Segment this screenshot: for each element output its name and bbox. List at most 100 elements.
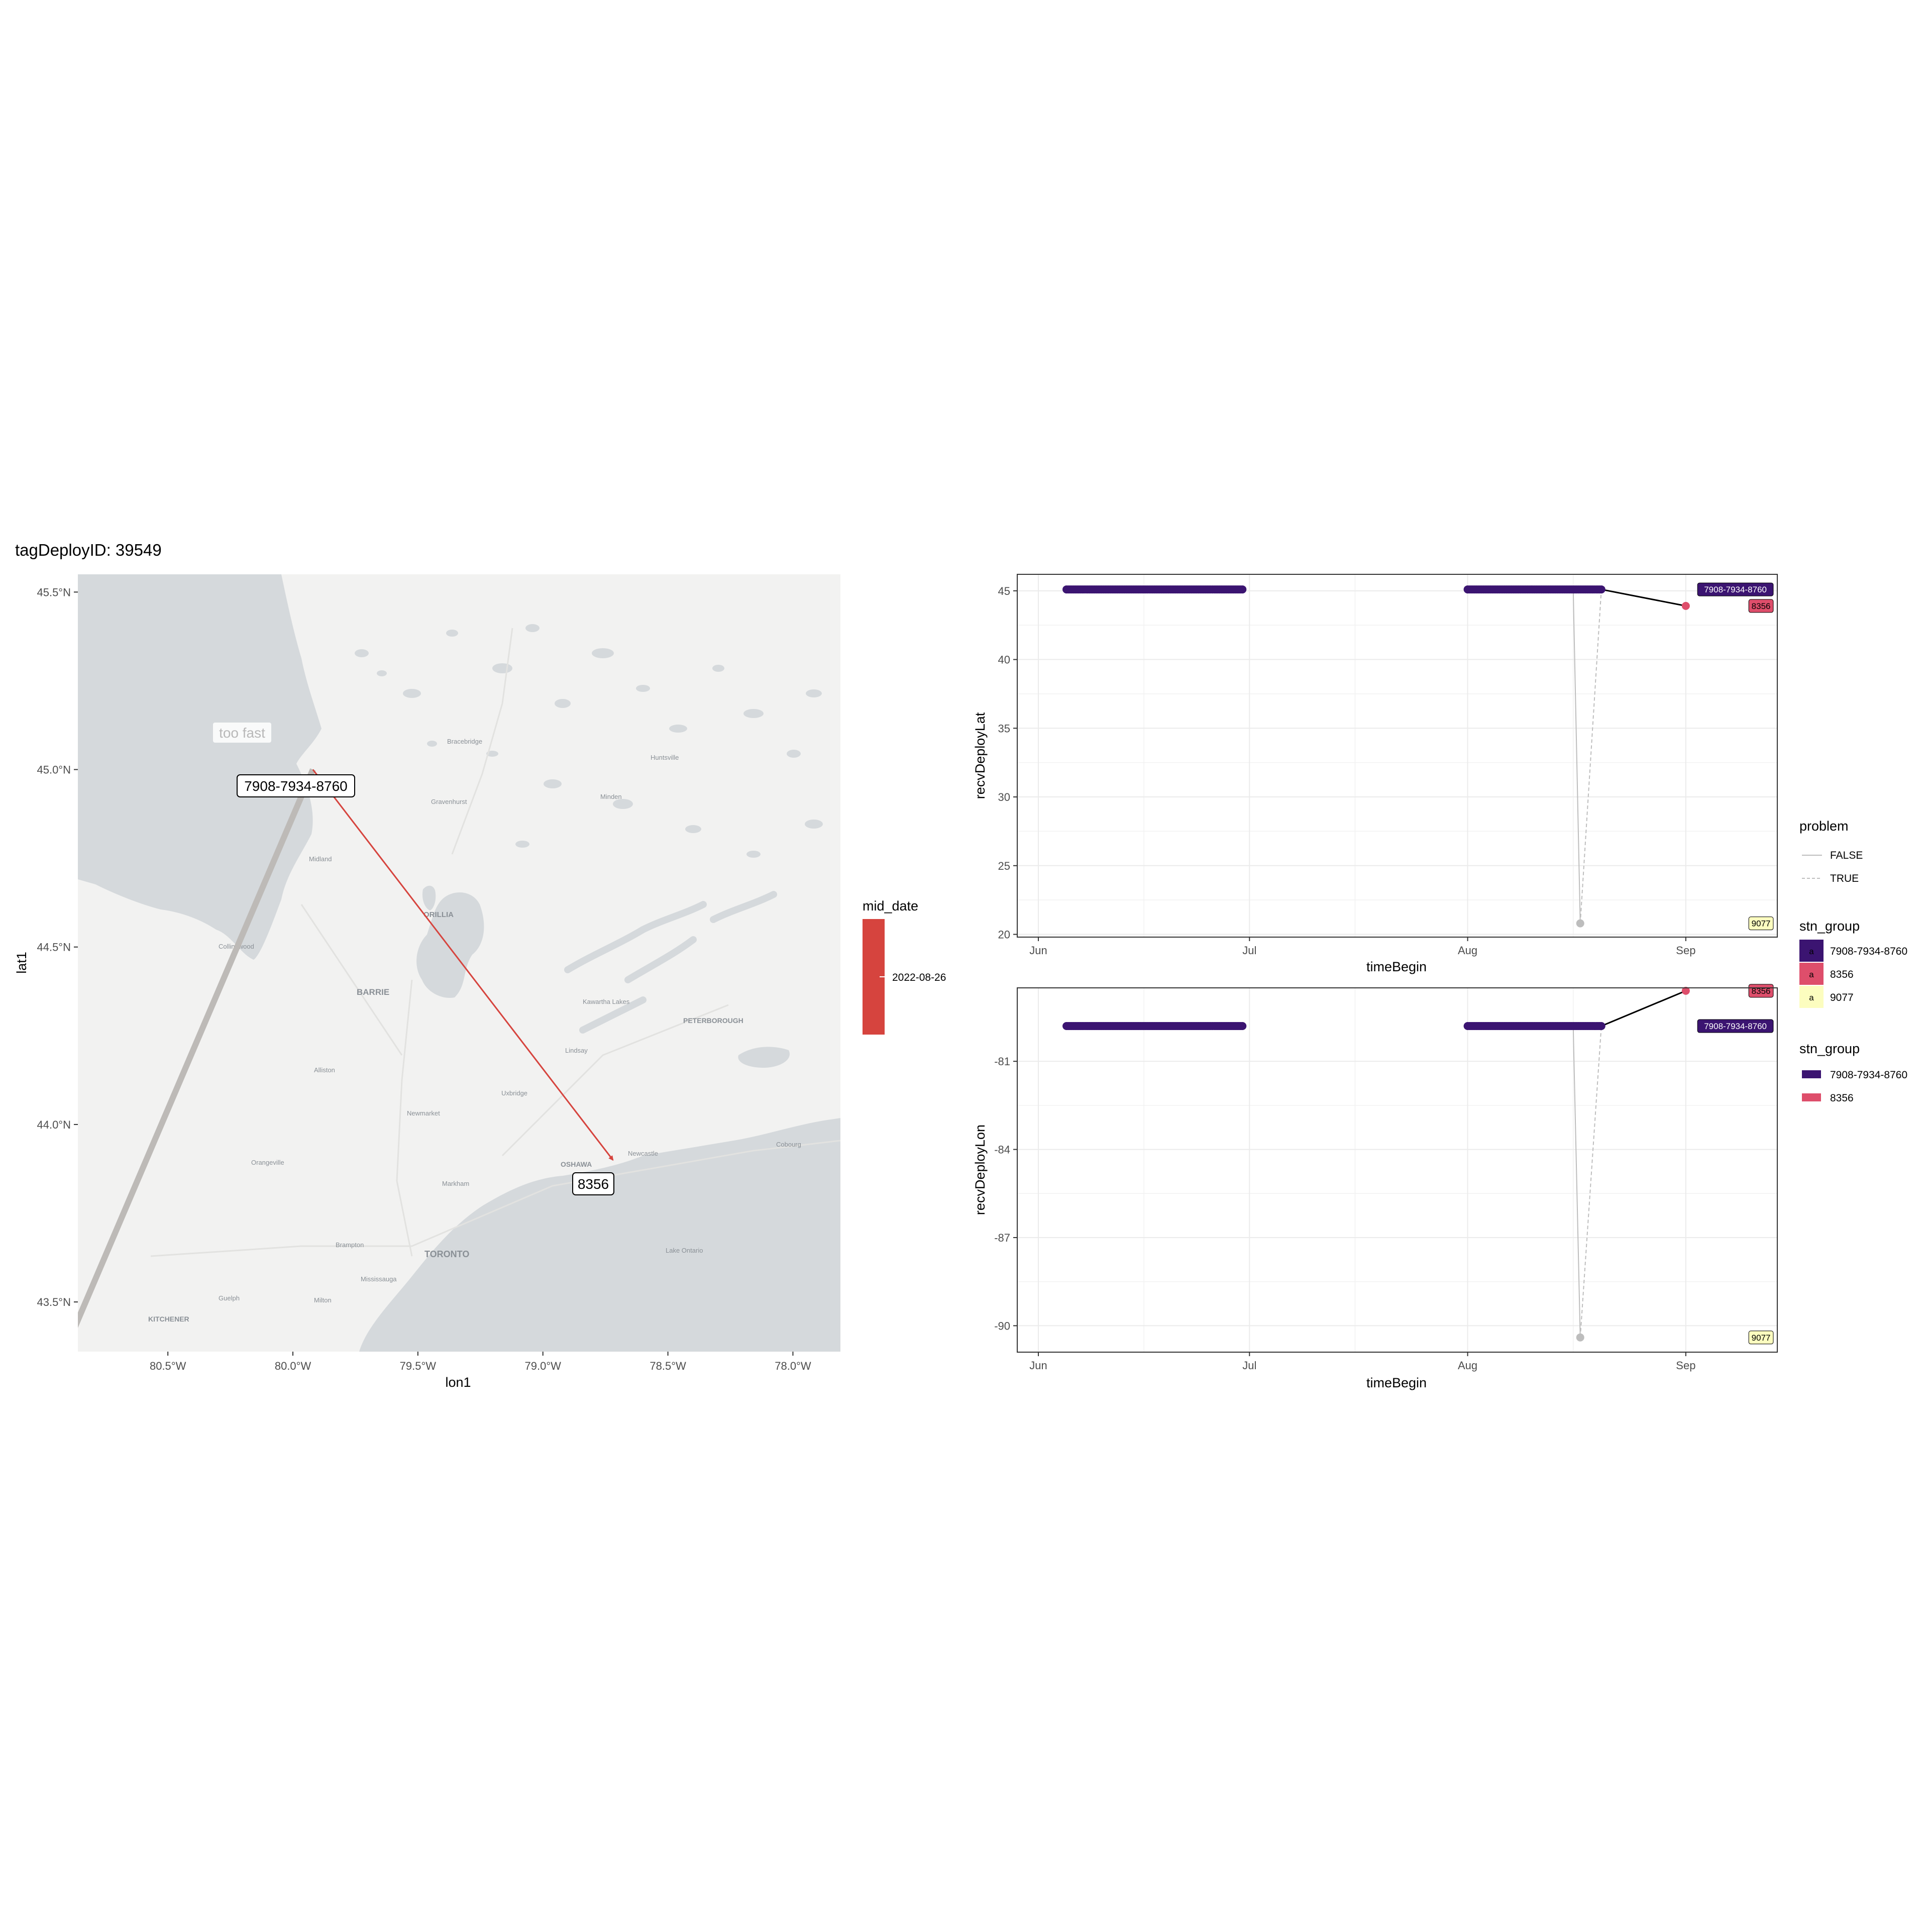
place-toronto: TORONTO xyxy=(424,1249,469,1259)
lon-end-label: 8356 xyxy=(1752,986,1771,996)
place-guelph: Guelph xyxy=(219,1294,240,1302)
place-markham: Markham xyxy=(442,1180,469,1187)
stn-fill-key-1 xyxy=(1799,940,1824,962)
place-brampton: Brampton xyxy=(336,1241,364,1249)
stn-line-key-2 xyxy=(1802,1093,1821,1101)
stn-line-label-2: 8356 xyxy=(1830,1092,1854,1104)
small-lakes xyxy=(355,624,823,858)
station-label-b: 8356 xyxy=(578,1176,609,1192)
lon-paths xyxy=(1572,990,1686,1338)
lat-x-tick-label: Jul xyxy=(1242,944,1256,957)
lon-point-7908-7934-8760 xyxy=(1238,1022,1247,1031)
place-kawartha: Kawartha Lakes xyxy=(583,998,630,1005)
place-barrie: BARRIE xyxy=(357,987,389,997)
lon-path-false xyxy=(1572,1026,1581,1338)
map-y-tick-label: 43.5°N xyxy=(37,1296,71,1308)
place-kitchener: KITCHENER xyxy=(148,1315,189,1323)
lon-x-title: timeBegin xyxy=(1366,1375,1427,1390)
stn-fill-label-1: 7908-7934-8760 xyxy=(1830,946,1907,957)
kawartha-lakes-water xyxy=(564,891,777,1034)
map-x-tick-label: 78.0°W xyxy=(775,1360,811,1372)
map-tracks xyxy=(78,768,614,1328)
lat-grid xyxy=(1017,574,1777,937)
lat-point-7908-7934-8760 xyxy=(1597,585,1605,594)
place-newcastle: Newcastle xyxy=(628,1150,658,1157)
station-label-a: 7908-7934-8760 xyxy=(244,778,348,794)
lat-end-label: 9077 xyxy=(1752,919,1771,929)
mid-date-label: 2022-08-26 xyxy=(892,972,946,983)
lat-point-8356 xyxy=(1681,601,1690,610)
lon-axes: -81 -84 -87 -90 Jun Jul Aug Sep xyxy=(994,1055,1695,1372)
stn-fill-legend-title: stn_group xyxy=(1799,919,1860,934)
map-x-tick-label: 78.5°W xyxy=(650,1360,686,1372)
lon-path-true xyxy=(1579,1026,1602,1338)
lon-end-label: 7908-7934-8760 xyxy=(1704,1022,1767,1031)
lat-x-tick-label: Aug xyxy=(1458,944,1477,957)
place-uxbridge: Uxbridge xyxy=(501,1089,527,1097)
lon-panel-bg xyxy=(1017,988,1777,1352)
lat-end-label: 7908-7934-8760 xyxy=(1704,585,1767,594)
too-fast-label: too fast xyxy=(219,725,265,741)
stn-group-line-legend: stn_group 7908-7934-8760 8356 xyxy=(1799,1041,1907,1104)
mid-date-legend: mid_date 2022-08-26 xyxy=(863,898,946,1035)
figure-title: tagDeployID: 39549 xyxy=(15,541,162,559)
lat-end-label-box xyxy=(1748,917,1774,931)
lon-grid xyxy=(1017,988,1777,1352)
lat-x-title: timeBegin xyxy=(1366,959,1427,974)
stn-fill-key-2 xyxy=(1799,963,1824,985)
lat-y-tick-label: 30 xyxy=(998,791,1010,803)
lon-x-tick-label: Sep xyxy=(1676,1359,1695,1372)
lat-panel-bg xyxy=(1017,574,1777,937)
place-cobourg: Cobourg xyxy=(776,1141,801,1148)
place-orangeville: Orangeville xyxy=(251,1159,284,1166)
lon-y-tick-label: -84 xyxy=(994,1144,1010,1156)
place-newmarket: Newmarket xyxy=(407,1109,440,1117)
lon-point-7908-7934-8760 xyxy=(1597,1022,1605,1031)
lon-x-tick-label: Jul xyxy=(1242,1359,1256,1372)
basemap: BARRIE ORILLIA TORONTO OSHAWA PETERBOROU… xyxy=(78,574,840,1352)
place-minden: Minden xyxy=(600,793,622,800)
map-x-title: lon1 xyxy=(445,1375,471,1390)
place-milton: Milton xyxy=(314,1296,332,1304)
stn-fill-key-2-text: a xyxy=(1809,970,1814,979)
place-gravenhurst: Gravenhurst xyxy=(431,798,467,805)
place-bracebridge: Bracebridge xyxy=(447,738,482,745)
mid-date-legend-title: mid_date xyxy=(863,898,918,913)
map-y-tick-label: 45.5°N xyxy=(37,586,71,598)
lon-y-title: recvDeployLon xyxy=(973,1125,988,1215)
map-y-tick-label: 44.5°N xyxy=(37,941,71,954)
stn-line-label-1: 7908-7934-8760 xyxy=(1830,1069,1907,1081)
stn-fill-label-2: 8356 xyxy=(1830,969,1854,980)
station-label-a-box xyxy=(237,774,355,797)
station-label-b-box xyxy=(572,1172,614,1195)
lon-end-label: 9077 xyxy=(1752,1333,1771,1343)
lon-path-station-change xyxy=(1601,990,1686,1027)
problem-legend-title: problem xyxy=(1799,819,1849,834)
lon-points xyxy=(1062,986,1690,1342)
lat-panel: 7908-7934-8760 8356 9077 20 25 30 35 40 45 Jun Ju… xyxy=(973,574,1778,974)
lon-y-tick-label: -87 xyxy=(994,1232,1010,1244)
map-panel: BARRIE ORILLIA TORONTO OSHAWA PETERBOROU… xyxy=(14,574,840,1390)
map-annotations: too fast 7908-7934-8760 8356 xyxy=(213,723,614,1195)
place-huntsville: Huntsville xyxy=(651,754,679,761)
lat-end-label-box xyxy=(1748,599,1774,613)
highways xyxy=(150,628,840,1257)
lat-y-tick-label: 45 xyxy=(998,585,1010,597)
lat-x-tick-label: Sep xyxy=(1676,944,1695,957)
place-alliston: Alliston xyxy=(314,1066,335,1074)
map-y-title: lat1 xyxy=(14,952,29,974)
lake-ontario xyxy=(359,1118,840,1352)
lat-path-true xyxy=(1579,589,1602,924)
place-mississauga: Mississauga xyxy=(361,1275,397,1283)
lon-panel-border xyxy=(1017,987,1778,1353)
lon-y-tick-label: -90 xyxy=(994,1319,1010,1332)
lake-couchiching xyxy=(422,885,436,910)
lat-point-9077 xyxy=(1576,919,1584,928)
lat-point-7908-7934-8760 xyxy=(1238,585,1247,594)
place-lake-ontario: Lake Ontario xyxy=(666,1247,703,1254)
lat-path-false xyxy=(1572,589,1581,924)
problem-legend: problem FALSE TRUE xyxy=(1799,819,1863,884)
lat-axes: 20 25 30 35 40 45 Jun Jul Aug Sep xyxy=(998,585,1696,957)
